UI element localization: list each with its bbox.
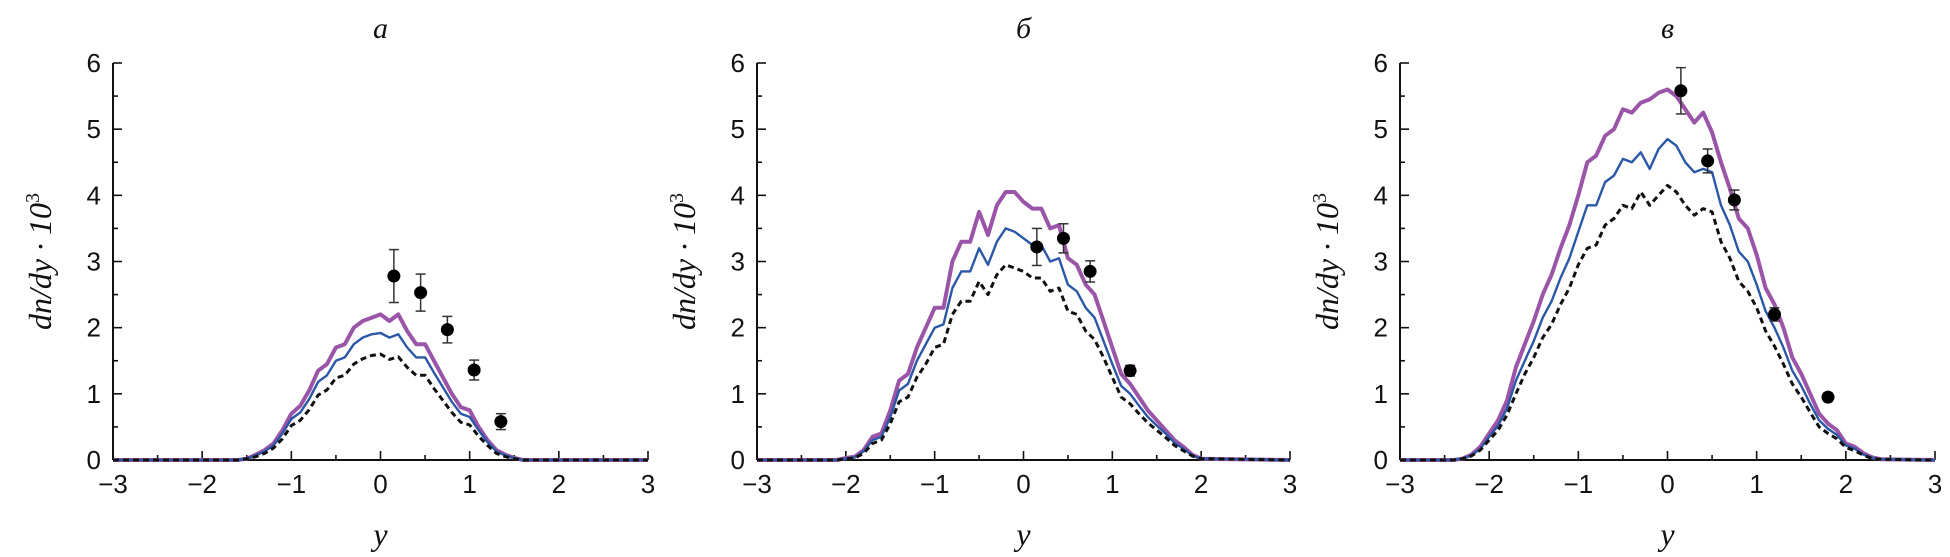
x-tick-label: −1 [920, 469, 950, 499]
x-tick-label: 1 [1749, 469, 1763, 499]
data-point [1030, 240, 1044, 254]
x-tick-label: −3 [1385, 469, 1415, 499]
data-point [1123, 364, 1137, 378]
series-line-thick [1400, 87, 1936, 462]
y-tick-label: 3 [87, 247, 101, 277]
data-point [1056, 231, 1070, 245]
x-tick-label: 2 [1839, 469, 1853, 499]
x-tick-label: −3 [98, 469, 128, 499]
series-line-dashed [113, 352, 648, 462]
y-tick-label: 1 [731, 379, 745, 409]
y-tick-label: 5 [1374, 114, 1388, 144]
series-line-thick [113, 312, 648, 462]
x-tick-label: 1 [462, 469, 476, 499]
y-tick-label: 6 [1374, 48, 1388, 78]
x-tick-label: 0 [1016, 469, 1030, 499]
series-line-thin [113, 331, 648, 462]
y-tick-label: 6 [87, 48, 101, 78]
series-line-dashed [1400, 183, 1936, 462]
panel-title: б [1016, 12, 1032, 45]
data-point [1701, 154, 1715, 168]
y-tick-label: 5 [87, 114, 101, 144]
y-axis-label-exponent: 3 [1309, 193, 1331, 203]
data-point [440, 323, 454, 337]
data-point [1821, 390, 1835, 404]
y-axis-label-text: dn/dy · 10 [1309, 203, 1345, 330]
x-tick-label: 0 [1660, 469, 1674, 499]
x-tick-label: −3 [742, 469, 772, 499]
y-tick-label: 2 [87, 313, 101, 343]
y-axis-label: dn/dy · 103 [1309, 193, 1345, 330]
series-line-thin [757, 227, 1291, 462]
y-tick-label: 4 [1374, 180, 1388, 210]
y-tick-label: 0 [731, 445, 745, 475]
y-tick-label: 2 [1374, 313, 1388, 343]
x-axis-label: y [1657, 516, 1675, 552]
y-tick-label: 6 [731, 48, 745, 78]
x-tick-label: 1 [1105, 469, 1119, 499]
data-point [494, 415, 508, 429]
x-tick-label: 3 [1928, 469, 1942, 499]
panel-title: в [1661, 12, 1674, 45]
x-axis-label: y [1013, 516, 1031, 552]
y-tick-label: 4 [731, 180, 745, 210]
y-tick-label: 1 [1374, 379, 1388, 409]
series-line-thick [757, 190, 1291, 462]
x-tick-label: 2 [552, 469, 566, 499]
y-tick-label: 2 [731, 313, 745, 343]
y-tick-label: 4 [87, 180, 101, 210]
x-tick-label: 3 [641, 469, 655, 499]
data-point [1727, 193, 1741, 207]
y-axis-label-text: dn/dy · 10 [666, 203, 702, 330]
x-tick-label: −2 [1474, 469, 1504, 499]
y-tick-label: 5 [731, 114, 745, 144]
y-axis-label: dn/dy · 103 [666, 193, 702, 330]
data-point [387, 269, 401, 283]
y-tick-label: 0 [1374, 445, 1388, 475]
y-tick-label: 3 [731, 247, 745, 277]
x-tick-label: −2 [831, 469, 861, 499]
y-tick-label: 3 [1374, 247, 1388, 277]
y-axis-label: dn/dy · 103 [22, 193, 58, 330]
data-point [1083, 264, 1097, 278]
x-tick-label: −1 [1564, 469, 1594, 499]
x-tick-label: −1 [277, 469, 307, 499]
y-axis-label-exponent: 3 [666, 193, 688, 203]
x-tick-label: 0 [373, 469, 387, 499]
panel-title: а [373, 12, 388, 45]
series-line-thin [1400, 137, 1936, 462]
series-line-dashed [757, 263, 1291, 462]
x-tick-label: −2 [187, 469, 217, 499]
data-point [1768, 307, 1781, 321]
x-tick-label: 2 [1194, 469, 1208, 499]
y-tick-label: 0 [87, 445, 101, 475]
y-axis-label-text: dn/dy · 10 [22, 203, 58, 330]
x-tick-label: 3 [1283, 469, 1297, 499]
data-point [414, 286, 428, 300]
y-tick-label: 1 [87, 379, 101, 409]
data-point [467, 363, 481, 377]
x-axis-label: y [370, 516, 388, 552]
y-axis-label-exponent: 3 [22, 193, 44, 203]
data-point [1674, 84, 1688, 98]
